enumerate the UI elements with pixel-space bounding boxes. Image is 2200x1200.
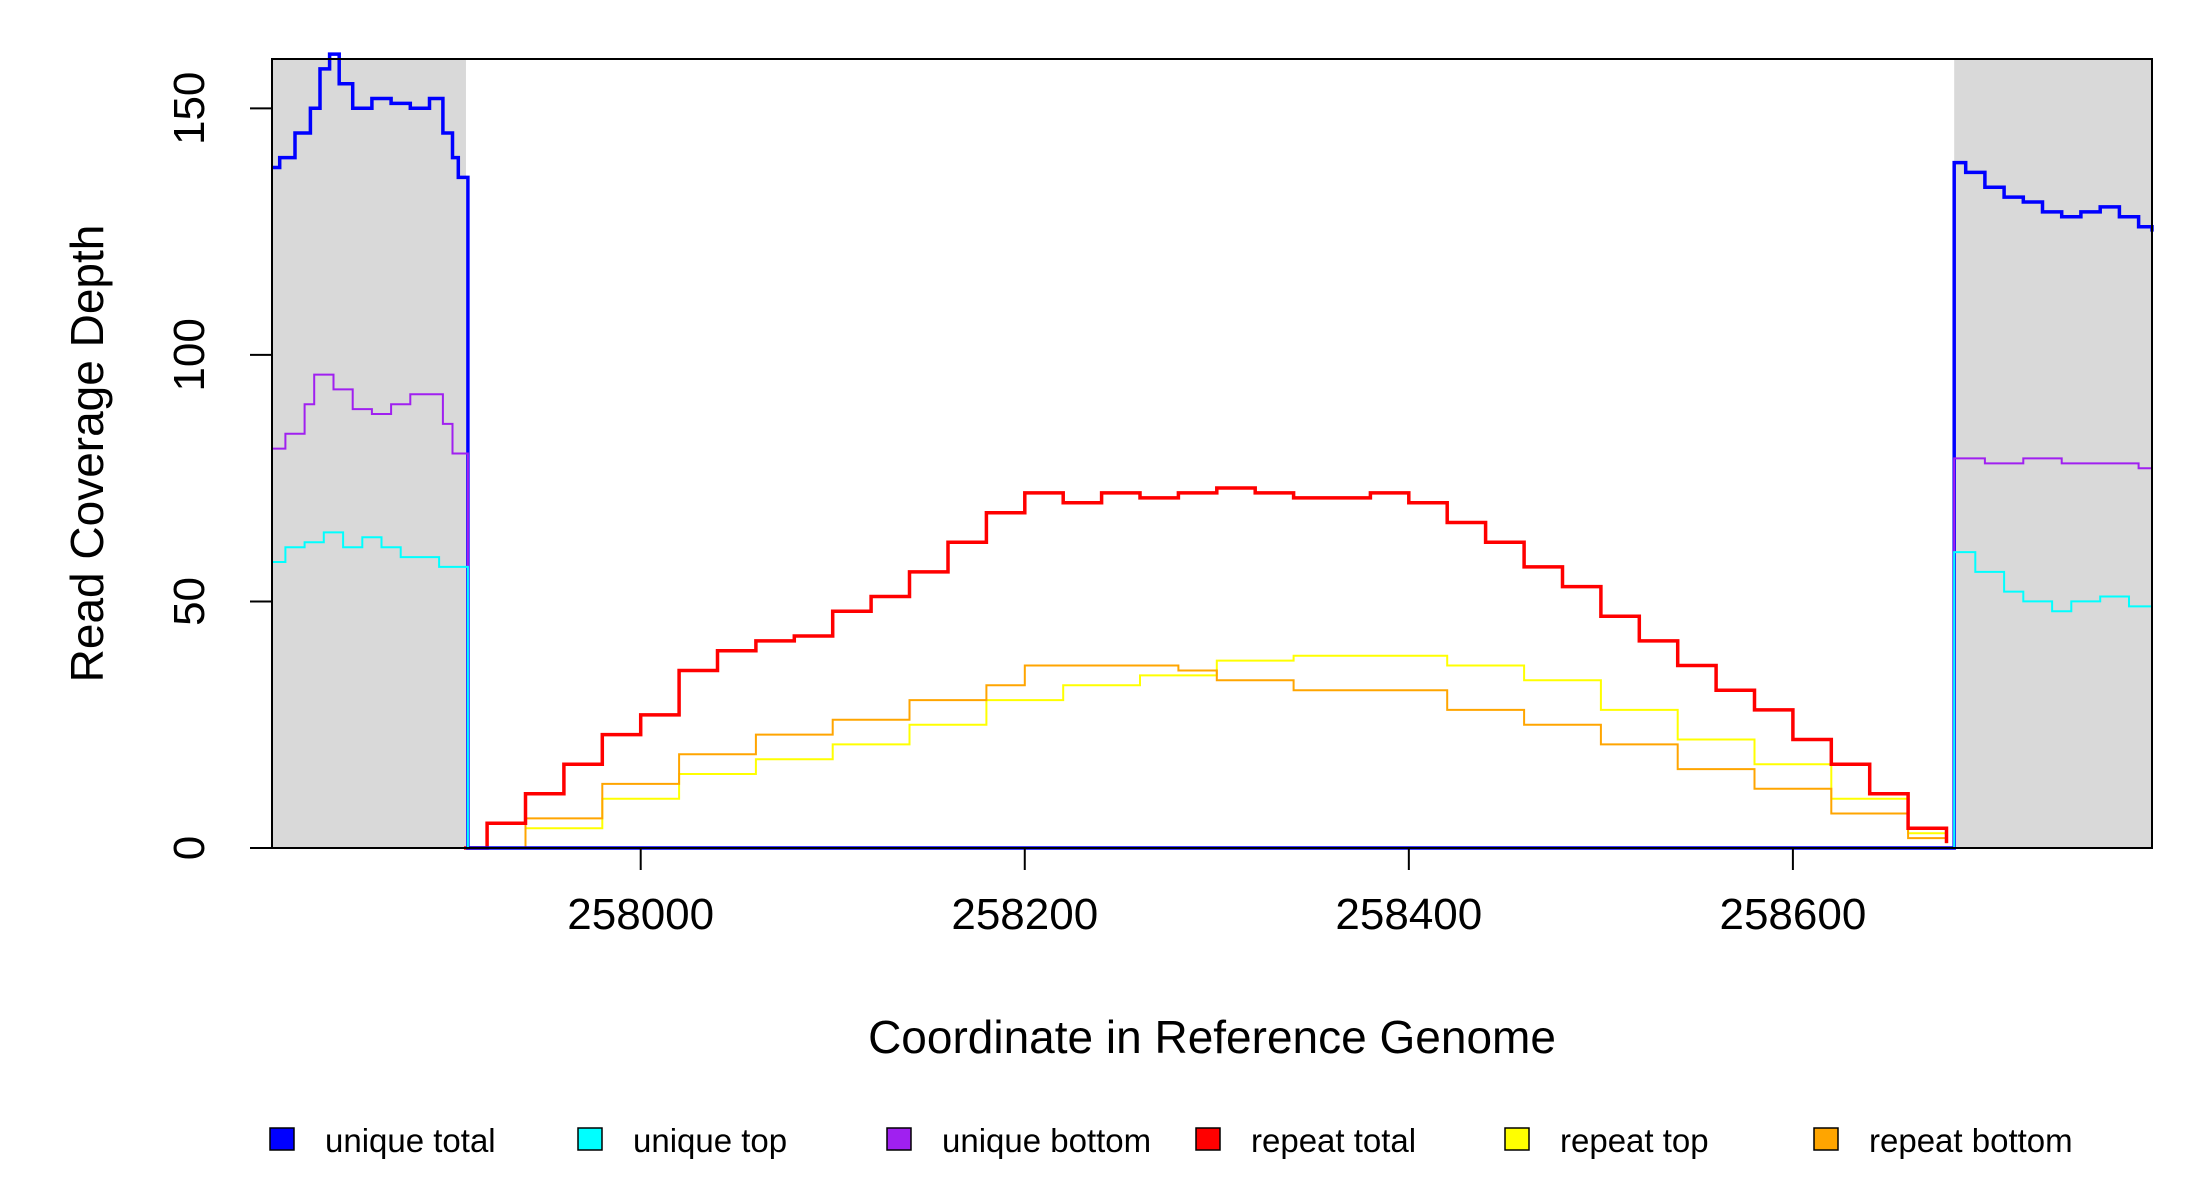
- legend-label: repeat total: [1251, 1122, 1416, 1159]
- x-tick-label: 258600: [1719, 890, 1866, 939]
- x-tick-label: 258000: [567, 890, 714, 939]
- x-tick-label: 258400: [1335, 890, 1482, 939]
- legend-swatch: [1813, 1127, 1839, 1151]
- legend-item-unique-total: unique total: [269, 1122, 496, 1159]
- legend-item-unique-bottom: unique bottom: [886, 1122, 1151, 1159]
- legend-item-repeat-top: repeat top: [1504, 1122, 1709, 1159]
- legend-item-unique-top: unique top: [577, 1122, 787, 1159]
- series-line-unique-bottom: [272, 373, 2152, 849]
- axes: 258000 258200 258400 258600 0 50 100 150: [165, 72, 1866, 939]
- legend-swatch: [269, 1127, 295, 1151]
- x-tick-label: 258200: [951, 890, 1098, 939]
- y-axis-title: Read Coverage Depth: [61, 225, 113, 683]
- shaded-region-2: [1954, 59, 2152, 848]
- shaded-regions: [272, 59, 2152, 848]
- legend-swatch: [577, 1127, 603, 1151]
- legend-swatch: [1504, 1127, 1530, 1151]
- legend-label: repeat top: [1560, 1122, 1709, 1159]
- series-lines: [272, 52, 2154, 850]
- legend-swatch: [886, 1127, 912, 1151]
- plot-frame: [271, 58, 2153, 849]
- series-line-repeat-bottom: [464, 664, 1948, 849]
- legend-swatch: [1195, 1127, 1221, 1151]
- y-tick-label: 100: [165, 318, 214, 391]
- series-line-repeat-total: [464, 486, 1949, 850]
- legend-label: unique top: [633, 1122, 787, 1159]
- shaded-region-1: [272, 59, 466, 848]
- series-line-unique-top: [272, 531, 2152, 849]
- series-line-unique-total: [272, 52, 2154, 850]
- series-line-repeat-top: [464, 654, 1948, 849]
- legend-label: repeat bottom: [1869, 1122, 2073, 1159]
- y-tick-label: 0: [165, 836, 214, 860]
- legend-label: unique total: [325, 1122, 496, 1159]
- y-tick-label: 50: [165, 577, 214, 626]
- legend: unique total unique top unique bottom repea…: [269, 1122, 2073, 1159]
- x-axis-title: Coordinate in Reference Genome: [868, 1011, 1556, 1063]
- legend-item-repeat-total: repeat total: [1195, 1122, 1416, 1159]
- legend-item-repeat-bottom: repeat bottom: [1813, 1122, 2073, 1159]
- legend-label: unique bottom: [942, 1122, 1151, 1159]
- y-tick-label: 150: [165, 72, 214, 145]
